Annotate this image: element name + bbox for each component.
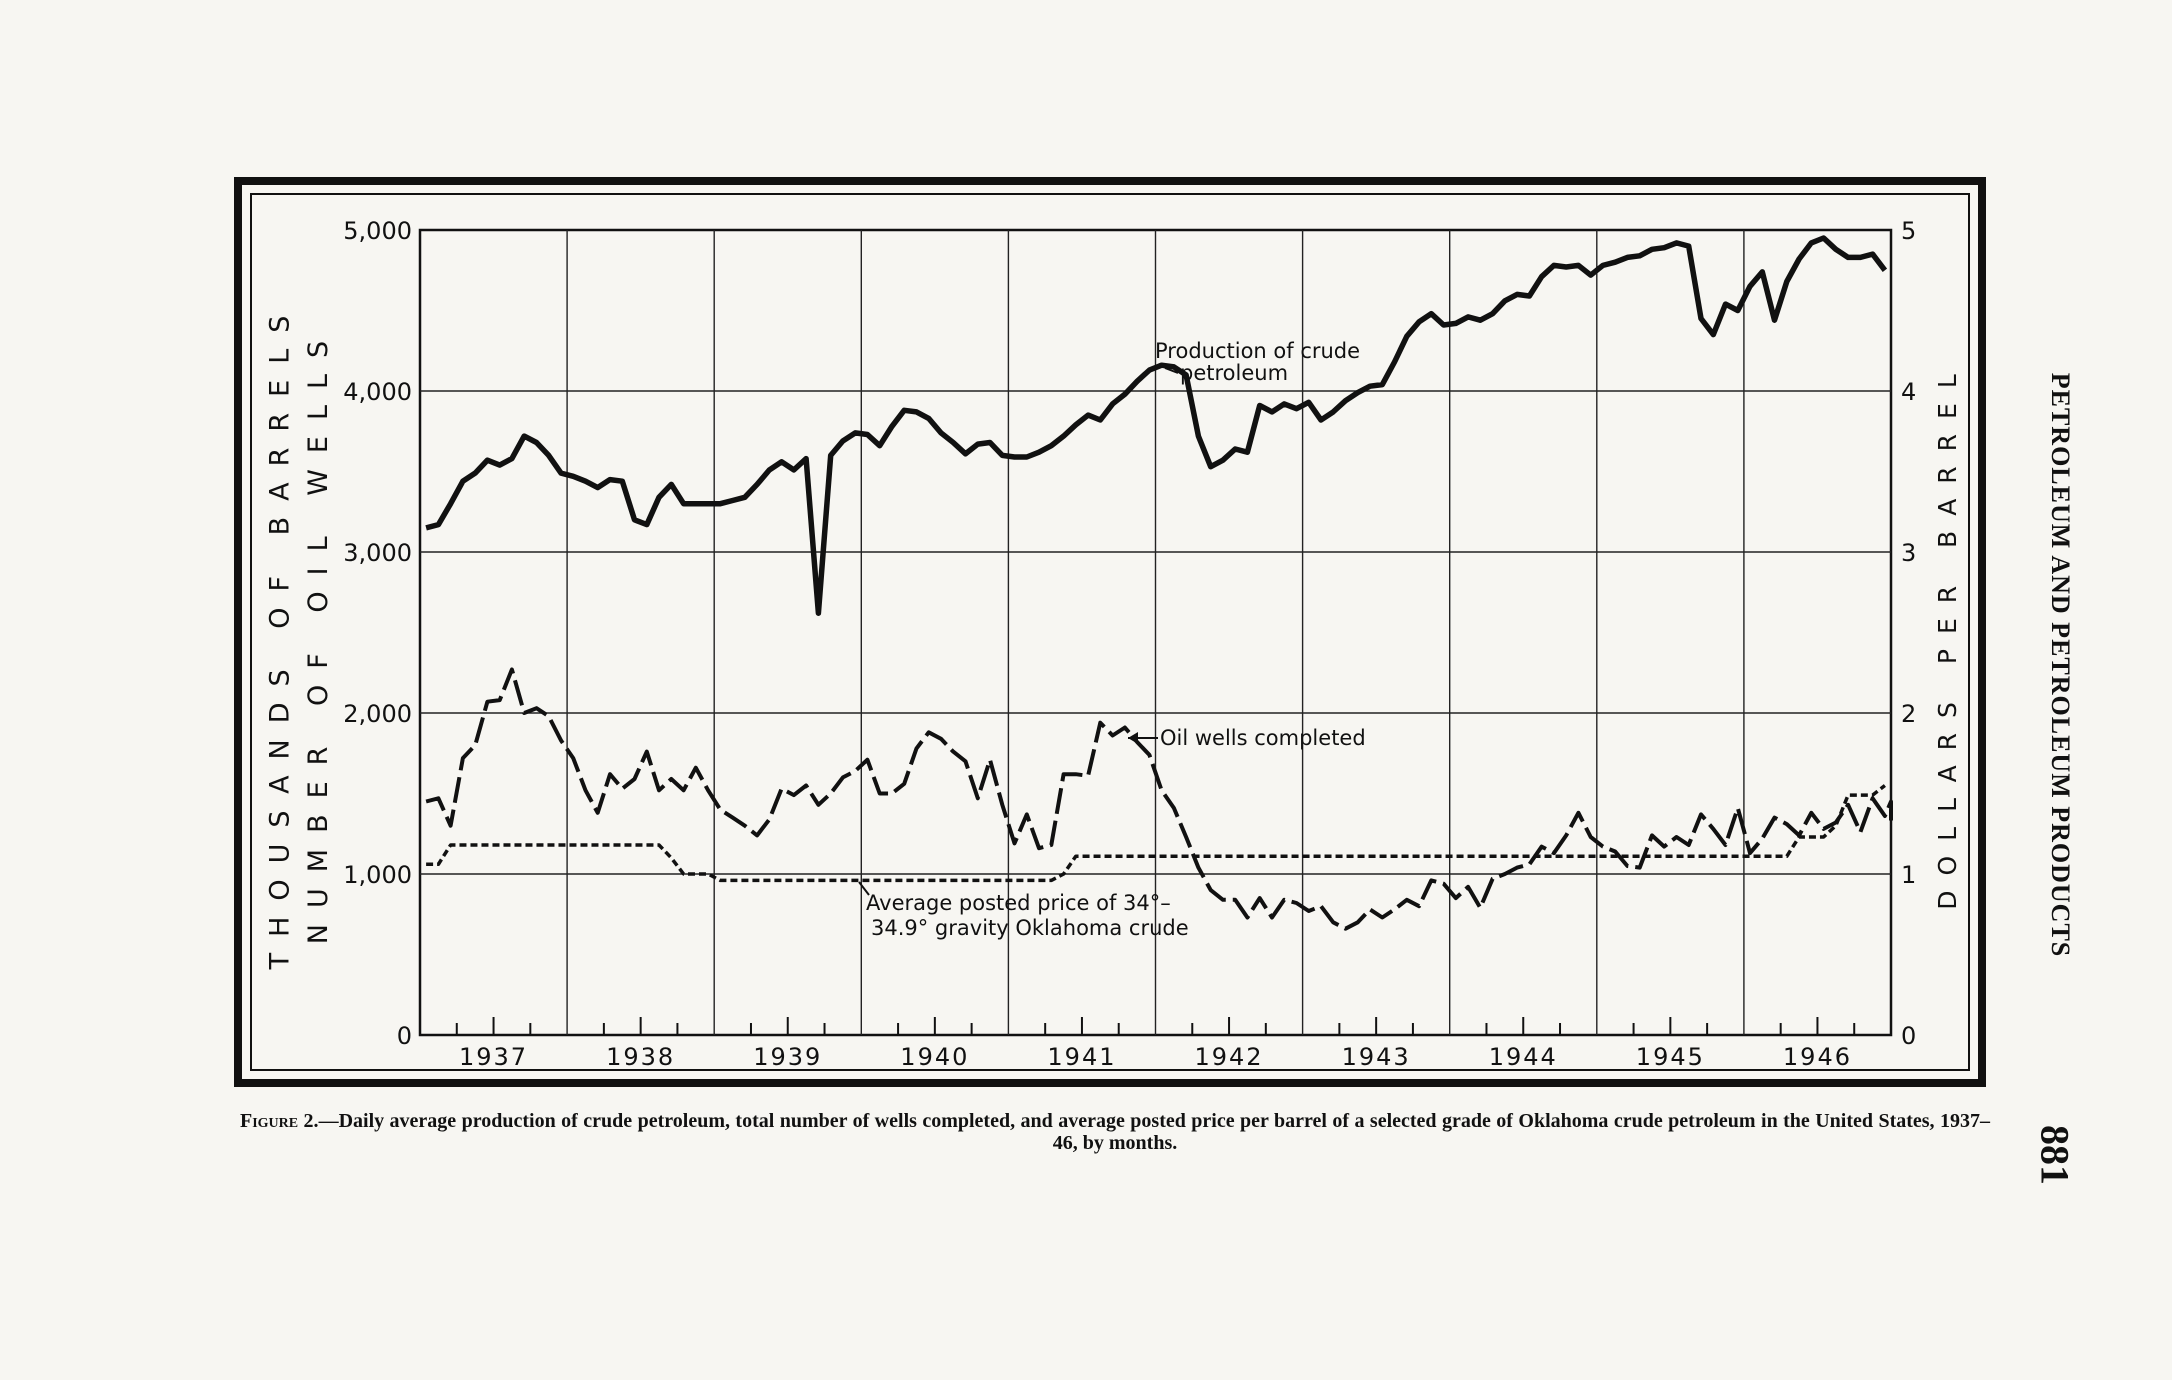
x-tick-label: 1938 [606,1043,675,1071]
page-number-text: 881 [2032,1125,2078,1185]
right-tick-label: 3 [1901,539,1916,567]
series-line-wells [425,667,1893,931]
price-label: 34.9° gravity Oklahoma crude [871,916,1189,940]
left-tick-label: 2,000 [343,700,412,728]
axis-ticks [455,1017,1856,1035]
x-tick-label: 1941 [1047,1043,1116,1071]
left-tick-label: 1,000 [343,861,412,889]
figure-frame [234,177,1986,1087]
x-tick-label: 1939 [753,1043,822,1071]
price-leader [858,881,870,896]
left-tick-label: 3,000 [343,539,412,567]
right-tick-label: 0 [1901,1022,1916,1050]
series-line-price [426,784,1886,883]
left-axis-title-wells: NUMBER OF OIL WELLS [302,324,334,945]
figure-inner-border [250,193,1970,1071]
left-tick-label: 4,000 [343,378,412,406]
left-tick-label: 5,000 [343,217,412,245]
running-head: PETROLEUM AND PETROLEUM PRODUCTS [2045,345,2075,985]
x-tick-label: 1943 [1342,1043,1411,1071]
wells-arrowhead [1128,732,1138,744]
grid-lines [418,228,1893,1037]
tick-labels: 0 1,000 2,000 3,000 4,000 5,000 0 1 2 3 4 5 1937 1938… [343,217,1916,1071]
right-axis-title-dollars: DOLLARS PER BARREL [1932,359,1962,910]
right-tick-label: 4 [1901,378,1916,406]
production-leader [1164,367,1179,374]
x-tick-label: 1940 [900,1043,969,1071]
x-tick-label: 1944 [1489,1043,1558,1071]
left-tick-label: 0 [397,1022,412,1050]
right-tick-label: 1 [1901,861,1916,889]
production-label: Production of crude [1155,339,1360,363]
price-label: Average posted price of 34°– [866,891,1171,915]
caption-label: Figure 2. [240,1110,319,1132]
figure-caption: Figure 2.—Daily average production of cr… [240,1110,1990,1154]
x-tick-label: 1946 [1783,1043,1852,1071]
left-axis-title-barrels: THOUSANDS OF BARRELS [264,299,296,970]
caption-text: —Daily average production of crude petro… [318,1110,1990,1154]
series-lines [425,235,1893,931]
x-tick-label: 1945 [1636,1043,1705,1071]
production-label: petroleum [1180,361,1288,385]
right-tick-label: 5 [1901,217,1916,245]
wells-label: Oil wells completed [1160,726,1366,750]
right-tick-label: 2 [1901,700,1916,728]
x-tick-label: 1942 [1195,1043,1264,1071]
x-tick-label: 1937 [459,1043,528,1071]
running-head-text: PETROLEUM AND PETROLEUM PRODUCTS [2046,372,2075,958]
series-line-production [425,235,1888,616]
page-number: 881 [2030,1115,2080,1195]
